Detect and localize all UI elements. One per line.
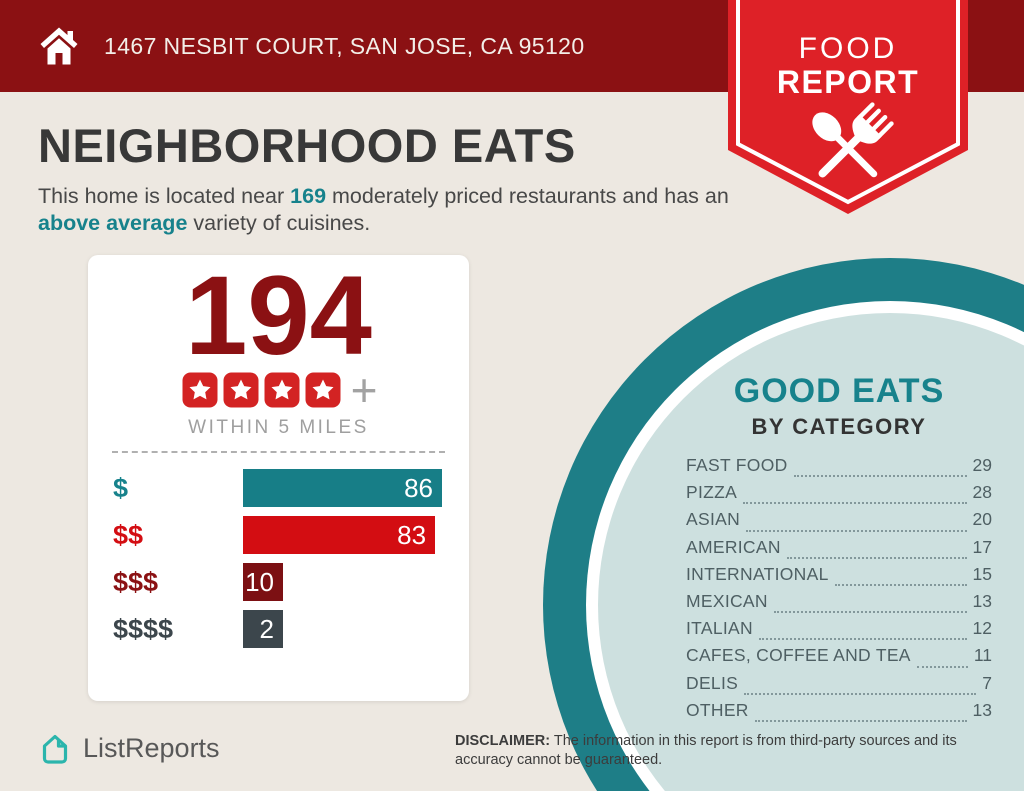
category-label: PIZZA — [686, 482, 738, 503]
good-eats-subtitle: BY CATEGORY — [751, 414, 927, 439]
badge-shape — [728, 0, 968, 214]
home-icon — [40, 27, 78, 65]
category-label: DELIS — [686, 672, 739, 693]
star-icon — [264, 372, 300, 408]
category-row: PIZZA 28 — [686, 482, 992, 509]
category-label: ASIAN — [686, 509, 741, 530]
category-label: FAST FOOD — [686, 455, 788, 475]
intro-part3: variety of cuisines. — [187, 211, 371, 236]
disclaimer-label: DISCLAIMER: — [455, 733, 551, 749]
listreports-logo-icon — [42, 734, 68, 764]
category-label: OTHER — [686, 699, 749, 720]
intro-highlight-count: 169 — [290, 184, 327, 208]
property-address: 1467 NESBIT COURT, SAN JOSE, CA 95120 — [104, 32, 585, 59]
price-level-bar: 10 — [243, 563, 283, 602]
good-eats-title: GOOD EATS — [733, 372, 945, 410]
intro-part2: moderately priced restaurants and has an — [326, 184, 729, 208]
price-level-label: $$$ — [113, 566, 159, 597]
restaurant-count: 194 — [185, 253, 372, 378]
intro-part1: This home is located near — [38, 184, 291, 208]
category-row: AMERICAN 17 — [686, 537, 992, 564]
dotted-leader — [834, 583, 967, 586]
dotted-leader — [758, 638, 967, 641]
good-eats-panel: GOOD EATS BY CATEGORY FAST FOOD 29 PIZZA 28… — [674, 372, 1004, 727]
category-value: 11 — [973, 645, 992, 666]
category-label: INTERNATIONAL — [686, 563, 829, 584]
price-bar-row: $$$$ 2 — [88, 610, 469, 649]
dotted-leader — [743, 502, 967, 505]
category-label: CAFES, COFFEE AND TEA — [686, 645, 911, 666]
badge-line2: REPORT — [777, 64, 919, 100]
intro-section: NEIGHBORHOOD EATS This home is located n… — [38, 118, 738, 237]
price-level-label: $$ — [113, 519, 144, 550]
category-value: 29 — [972, 455, 992, 475]
category-value: 17 — [972, 536, 992, 557]
price-level-bar: 83 — [243, 516, 436, 555]
rating-stars-row: + — [88, 364, 469, 417]
disclaimer-text: DISCLAIMER: The information in this repo… — [455, 733, 957, 769]
category-value: 12 — [972, 618, 992, 639]
badge-line1: FOOD — [799, 32, 898, 65]
intro-highlight-variety: above average — [38, 211, 188, 236]
category-row: CAFES, COFFEE AND TEA 11 — [686, 645, 992, 672]
category-row: MEXICAN 13 — [686, 591, 992, 618]
dotted-leader — [746, 529, 967, 532]
dotted-leader — [754, 719, 967, 722]
listreports-brand: ListReports — [36, 729, 220, 767]
intro-text: This home is located near 169 moderately… — [38, 183, 738, 237]
category-row: OTHER 13 — [686, 700, 992, 727]
brand-name: ListReports — [83, 732, 220, 763]
price-bar-row: $$ 83 — [88, 516, 469, 555]
star-icon — [182, 372, 218, 408]
category-row: ITALIAN 12 — [686, 618, 992, 645]
price-level-label: $ — [113, 472, 129, 503]
price-level-label: $$$$ — [113, 613, 174, 644]
dotted-leader — [744, 692, 977, 695]
price-level-bar: 2 — [243, 610, 283, 649]
star-icon — [223, 372, 259, 408]
price-bar-row: $$$ 10 — [88, 563, 469, 602]
dotted-leader — [773, 611, 967, 614]
category-row: DELIS 7 — [686, 673, 992, 700]
badge-border — [736, 0, 960, 205]
price-level-bar: 86 — [243, 469, 442, 508]
dotted-leader — [793, 475, 967, 478]
category-value: 7 — [982, 672, 992, 693]
utensils-icon — [812, 102, 894, 178]
price-level-bar-chart: $86 $$ 83 $$$ 10 $$$$ 2 — [88, 469, 469, 649]
radius-label: WITHIN 5 MILES — [188, 417, 369, 439]
category-list: FAST FOOD 29 PIZZA 28 ASIAN 20 AMERICAN 17 INTER… — [674, 455, 1004, 727]
category-value: 28 — [972, 482, 992, 503]
dotted-leader — [786, 556, 967, 559]
category-label: AMERICAN — [686, 536, 781, 557]
divider — [112, 451, 445, 454]
star-icon — [305, 372, 341, 408]
category-row: INTERNATIONAL 15 — [686, 564, 992, 591]
category-row: FAST FOOD 29 — [686, 455, 992, 482]
category-value: 20 — [972, 509, 992, 530]
plus-icon: + — [350, 364, 378, 417]
dotted-leader — [916, 665, 968, 668]
category-value: 13 — [972, 699, 992, 720]
price-bar-row: $86 — [88, 469, 469, 508]
category-row: ASIAN 20 — [686, 509, 992, 536]
category-value: 13 — [972, 590, 992, 611]
category-value: 15 — [972, 563, 992, 584]
category-label: ITALIAN — [686, 618, 753, 639]
page-title: NEIGHBORHOOD EATS — [38, 119, 576, 172]
food-report-badge: FOOD REPORT — [728, 0, 968, 216]
category-label: MEXICAN — [686, 590, 768, 611]
restaurant-stats-card: 194 + WITHIN 5 MILES $86 $$ 83 $$$ 10 $$$$ 2 — [88, 255, 469, 701]
